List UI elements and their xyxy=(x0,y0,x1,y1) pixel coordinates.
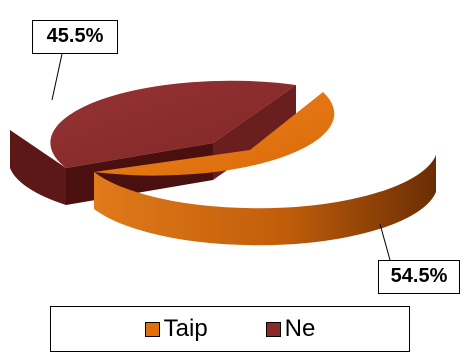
pie-slice-taip xyxy=(94,92,436,246)
legend-label-ne: Ne xyxy=(284,315,316,342)
pie-slice-taip-top xyxy=(94,92,335,176)
data-label-taip: 54.5% xyxy=(378,260,460,294)
legend: Taip Ne xyxy=(50,306,410,352)
pie-slice-taip-side xyxy=(94,155,436,246)
legend-item-taip: Taip xyxy=(144,315,208,343)
pie-slice-ne-side xyxy=(10,130,66,205)
legend-item-ne: Ne xyxy=(265,315,316,343)
legend-label-taip: Taip xyxy=(163,315,208,342)
legend-swatch-ne xyxy=(265,321,281,337)
pie-slice-ne-top xyxy=(50,80,297,168)
data-label-ne: 45.5% xyxy=(32,20,118,54)
leader-line-ne xyxy=(51,53,63,101)
leader-line-taip xyxy=(379,223,391,261)
pie-slice-ne xyxy=(10,80,297,205)
legend-swatch-taip xyxy=(144,321,160,337)
